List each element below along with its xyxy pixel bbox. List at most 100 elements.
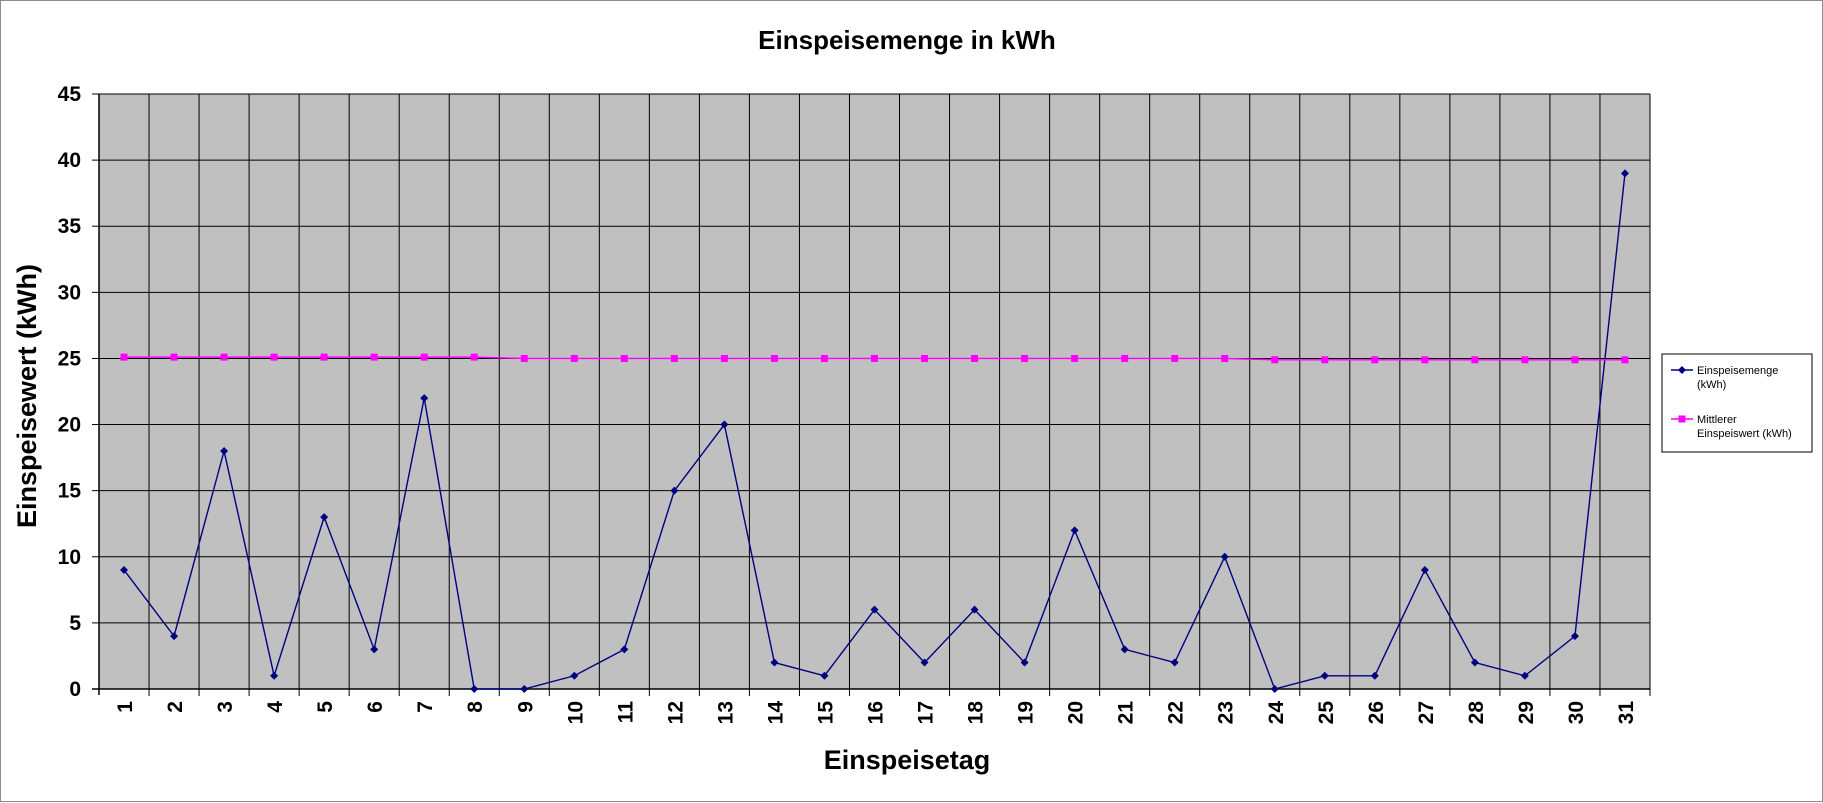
series-1 <box>120 169 1629 693</box>
legend-label: Einspeiswert (kWh) <box>1697 428 1792 440</box>
data-point <box>170 632 179 641</box>
x-tick-label: 8 <box>464 701 487 713</box>
data-point <box>920 658 929 667</box>
y-axis-title: Einspeisewert (kWh) <box>12 264 42 528</box>
data-point <box>170 353 178 361</box>
data-point <box>1470 658 1479 667</box>
data-point <box>1221 354 1229 362</box>
axes <box>92 94 1650 695</box>
data-point <box>1571 356 1579 364</box>
y-tick-label: 35 <box>58 215 82 238</box>
x-tick-label: 9 <box>514 701 537 713</box>
data-point <box>420 353 428 361</box>
x-tick-label: 14 <box>764 701 787 725</box>
data-point <box>1171 354 1179 362</box>
legend-label: Mittlerer <box>1697 414 1737 426</box>
data-point <box>470 353 478 361</box>
y-tick-label: 0 <box>69 678 81 701</box>
data-point <box>870 605 879 614</box>
y-tick-label: 45 <box>58 83 82 106</box>
data-point <box>1070 526 1079 535</box>
x-tick-label: 19 <box>1015 701 1038 724</box>
legend-marker <box>1678 366 1686 374</box>
data-point <box>1321 356 1329 364</box>
y-tick-label: 10 <box>58 546 81 569</box>
data-point <box>570 671 579 680</box>
legend-marker <box>1678 415 1686 423</box>
x-tick-label: 31 <box>1615 701 1638 725</box>
x-tick-label: 16 <box>865 701 888 724</box>
data-point <box>871 354 878 362</box>
data-point <box>820 671 829 680</box>
data-point <box>1020 658 1029 667</box>
data-point <box>1371 356 1379 364</box>
data-point <box>970 605 979 614</box>
data-point <box>370 353 378 361</box>
x-tick-label: 26 <box>1365 701 1388 724</box>
data-point <box>1620 169 1629 178</box>
y-tick-label: 40 <box>58 149 81 172</box>
data-point <box>270 353 278 361</box>
x-tick-label: 28 <box>1465 701 1488 725</box>
data-point <box>1521 356 1529 364</box>
x-tick-label: 6 <box>364 701 387 713</box>
x-tick-label: 25 <box>1315 701 1338 725</box>
x-tick-label: 7 <box>414 701 437 713</box>
x-tick-label: 22 <box>1165 701 1188 724</box>
x-tick-label: 23 <box>1215 701 1238 724</box>
x-tick-label: 13 <box>714 701 737 724</box>
x-tick-labels: 1 2 3 4 5 6 7 8 9 10 11 12 13 14 15 16 17 18 19 20 21 22 23 24 2… <box>114 689 1651 725</box>
data-point <box>1120 645 1129 654</box>
x-tick-label: 5 <box>314 701 337 713</box>
x-tick-label: 18 <box>965 701 988 725</box>
data-point <box>520 354 528 362</box>
x-tick-label: 30 <box>1565 701 1588 724</box>
data-point <box>720 354 728 362</box>
data-point <box>470 685 479 693</box>
data-point <box>620 354 628 362</box>
y-tick-label: 15 <box>58 480 82 503</box>
x-tick-label: 21 <box>1115 701 1138 725</box>
data-point <box>1421 356 1429 364</box>
legend-entry: Mittlerer Einspeiswert (kWh) <box>1671 414 1792 440</box>
data-point <box>570 354 578 362</box>
x-tick-label: 29 <box>1515 701 1538 724</box>
series-2 <box>120 353 1629 364</box>
data-point <box>770 658 779 667</box>
legend: Einspeisemenge (kWh) Mittlerer Einspeiswert… <box>1661 353 1813 453</box>
data-point <box>820 354 828 362</box>
data-point <box>220 353 228 361</box>
data-point <box>770 354 778 362</box>
series-layer <box>120 169 1629 693</box>
data-point <box>1320 671 1329 680</box>
gridlines <box>98 93 1651 690</box>
x-tick-label: 20 <box>1065 701 1088 724</box>
data-point <box>120 353 128 361</box>
x-tick-label: 2 <box>164 701 187 713</box>
legend-label: (kWh) <box>1697 379 1726 391</box>
x-axis-title: Einspeisetag <box>824 745 991 775</box>
data-point <box>670 486 679 495</box>
x-tick-label: 10 <box>564 701 587 724</box>
data-point <box>320 513 329 522</box>
data-point <box>670 354 678 362</box>
x-tick-label: 24 <box>1265 701 1288 725</box>
x-tick-label: 4 <box>264 701 287 713</box>
x-tick-label: 17 <box>915 701 938 724</box>
y-tick-label: 30 <box>58 281 81 304</box>
legend-entry: Einspeisemenge (kWh) <box>1671 365 1778 391</box>
data-point <box>1121 354 1129 362</box>
data-point <box>971 354 979 362</box>
data-point <box>1471 356 1479 364</box>
data-point <box>270 671 279 680</box>
data-point <box>370 645 379 654</box>
x-tick-label: 1 <box>114 701 137 713</box>
data-point <box>1220 552 1229 561</box>
x-tick-label: 15 <box>814 701 837 725</box>
chart-title: Einspeisemenge in kWh <box>758 25 1056 55</box>
data-point <box>320 353 328 361</box>
data-point <box>1170 658 1179 667</box>
data-point <box>1420 566 1429 574</box>
